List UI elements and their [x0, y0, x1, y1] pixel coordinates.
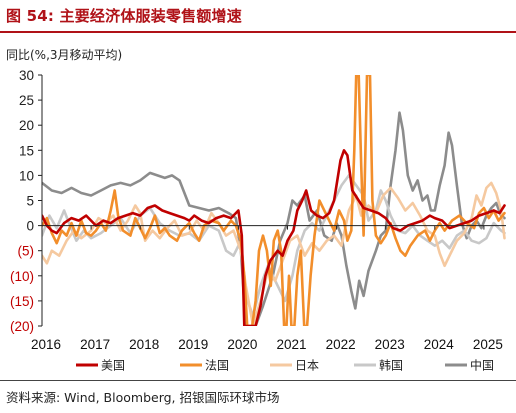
y-tick-label: (10): [10, 269, 34, 284]
y-axis-unit-label: 同比(%,3月移动平均): [6, 48, 123, 62]
plot-lines: [42, 75, 506, 326]
series-line-4: [42, 75, 506, 326]
y-tick-label: 30: [19, 68, 34, 83]
series-line-2: [42, 174, 506, 318]
x-axis-ticks: 2016 2017 2018 2019 2020 2021 2022 2023 2024 2025: [31, 225, 503, 352]
x-tick-label: 2016: [31, 337, 61, 352]
x-tick-label: 2017: [80, 337, 110, 352]
y-tick-label: 5: [26, 194, 34, 209]
source-divider: [0, 380, 516, 381]
y-tick-label: (20): [10, 319, 34, 334]
legend-label: 韩国: [379, 358, 403, 373]
x-tick-label: 2025: [473, 337, 503, 352]
series-line-5: [42, 149, 506, 326]
chart-title: 图 54: 主要经济体服装零售额增速: [6, 7, 242, 25]
x-tick-label: 2019: [178, 337, 208, 352]
x-tick-label: 2020: [227, 337, 257, 352]
chart-legend: 美国 法国 日本 韩国 中国: [76, 358, 494, 373]
x-tick-label: 2021: [276, 337, 306, 352]
source-note: 资料来源: Wind, Bloomberg, 招银国际环球市场: [6, 390, 280, 405]
y-tick-label: 20: [19, 118, 34, 133]
legend-label: 法国: [205, 359, 229, 373]
x-tick-label: 2023: [375, 337, 405, 352]
y-tick-label: 25: [19, 93, 34, 108]
x-tick-label: 2024: [424, 337, 455, 352]
y-tick-label: 15: [19, 143, 34, 158]
y-tick-label: (15): [10, 294, 34, 309]
y-tick-label: 0: [26, 219, 34, 234]
x-tick-label: 2018: [129, 337, 159, 352]
title-underline: [0, 31, 516, 33]
line-chart: 30 25 20 15 10 5 0 (5) (10) (15) (20) 2016 2017 2018…: [10, 68, 506, 373]
x-tick-label: 2022: [326, 337, 356, 352]
legend-label: 中国: [470, 358, 494, 373]
y-tick-label: 10: [19, 168, 34, 183]
legend-label: 日本: [295, 359, 319, 373]
legend-label: 美国: [101, 359, 125, 373]
y-tick-label: (5): [18, 244, 35, 259]
y-axis-ticks: 30 25 20 15 10 5 0 (5) (10) (15) (20): [10, 68, 42, 334]
